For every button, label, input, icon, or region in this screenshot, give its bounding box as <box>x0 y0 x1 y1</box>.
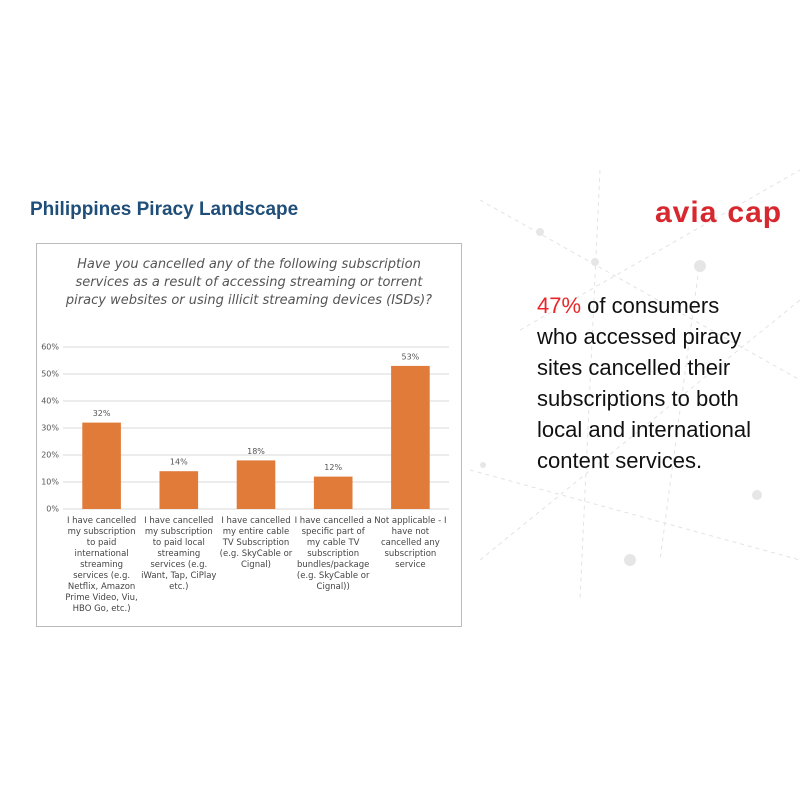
bar <box>391 365 430 509</box>
logo: avia cap <box>655 196 782 230</box>
logo-text: cap <box>727 196 783 229</box>
x-tick-label: I have cancelled my entire cable TV Subs… <box>219 516 293 570</box>
y-tick-label: 20% <box>41 451 59 460</box>
callout-text: of consumers who accessed piracy sites c… <box>537 293 752 473</box>
value-label: 14% <box>170 458 188 467</box>
callout: 47% of consumers who accessed piracy sit… <box>537 290 762 476</box>
bar <box>236 460 276 509</box>
chart-plot: 0% 10% 20% 30% 40% 50% 60% 32% 14% 18% 12% 53% <box>41 343 449 514</box>
x-tick-label: I have cancelled my subscription to paid… <box>65 516 138 614</box>
slide-title: Philippines Piracy Landscape <box>30 199 299 220</box>
bar <box>82 422 121 509</box>
y-tick-label: 30% <box>41 424 59 433</box>
y-tick-label: 10% <box>41 478 59 487</box>
y-tick-label: 40% <box>41 397 59 406</box>
callout-highlight: 47% <box>537 293 582 318</box>
y-tick-label: 0% <box>46 505 59 514</box>
bar <box>313 476 353 509</box>
value-label: 18% <box>247 447 265 456</box>
bar <box>159 471 199 509</box>
y-tick-label: 60% <box>41 343 59 352</box>
x-tick-label: Not applicable - I have not cancelled an… <box>374 516 447 570</box>
chart: 0% 10% 20% 30% 40% 50% 60% 32% 14% 18% 12% 53% Have… <box>36 243 462 627</box>
x-tick-label: I have cancelled a specific part of my c… <box>294 516 372 592</box>
value-label: 12% <box>324 463 342 472</box>
x-tick-label: I have cancelled my subscription to paid… <box>141 516 217 592</box>
y-tick-label: 50% <box>41 370 59 379</box>
value-label: 53% <box>402 352 420 361</box>
logo-text: avia <box>655 196 718 229</box>
value-label: 32% <box>93 409 111 418</box>
chart-title: Have you cancelled any of the following … <box>65 257 433 308</box>
